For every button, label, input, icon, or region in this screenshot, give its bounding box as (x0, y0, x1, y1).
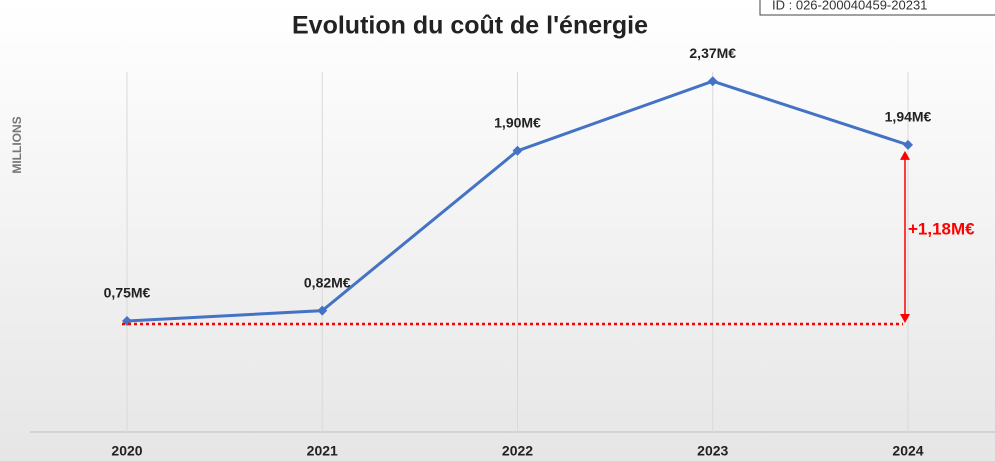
stamp: ID : 026-200040459-20231 (772, 0, 927, 12)
point (317, 305, 328, 316)
arrow-head (900, 314, 910, 323)
x-tick-label: 2020 (111, 443, 142, 459)
data-label: 0,82M€ (304, 274, 351, 290)
annotation: +1,18M€ (908, 219, 975, 238)
x-tick-label: 2022 (502, 443, 533, 459)
chart-title: Evolution du coût de l'énergie (292, 12, 648, 40)
x-tick-label: 2021 (307, 443, 338, 459)
data-label: 2,37M€ (689, 45, 736, 61)
point (707, 76, 718, 87)
point (903, 139, 913, 150)
data-label: 1,94M€ (885, 109, 932, 125)
x-tick-label: 2024 (892, 443, 923, 459)
x-tick-label: 2023 (697, 443, 728, 459)
data-label: 1,90M€ (494, 115, 541, 131)
data-label: 0,75M€ (104, 285, 151, 301)
y-axis-label: MILLIONS (10, 116, 24, 173)
point (512, 145, 523, 156)
arrow-head (900, 150, 910, 160)
stamp-box (759, 0, 995, 16)
